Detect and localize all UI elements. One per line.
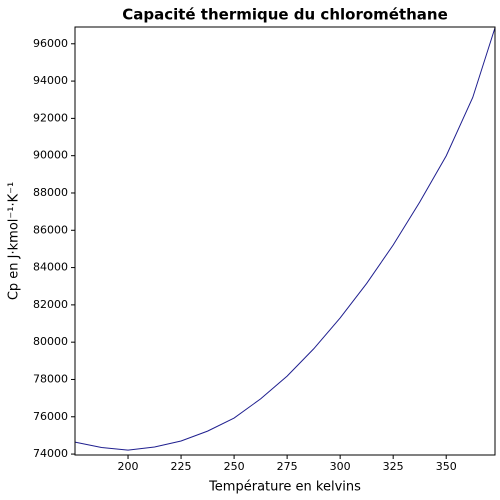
- y-tick-label: 94000: [33, 74, 68, 87]
- y-tick-label: 96000: [33, 37, 68, 50]
- data-line: [74, 27, 496, 451]
- y-tick-label: 84000: [33, 261, 68, 274]
- y-tick-label: 76000: [33, 410, 68, 423]
- y-tick-label: 90000: [33, 149, 68, 162]
- x-tick-label: 300: [330, 460, 351, 473]
- x-tick-label: 250: [224, 460, 245, 473]
- chart-title: Capacité thermique du chlorométhane: [122, 6, 448, 24]
- y-tick-label: 80000: [33, 335, 68, 348]
- x-tick-label: 350: [436, 460, 457, 473]
- x-tick-label: 200: [118, 460, 139, 473]
- y-tick-label: 88000: [33, 186, 68, 199]
- x-axis-label: Température en kelvins: [208, 480, 361, 495]
- y-tick-label: 82000: [33, 298, 68, 311]
- y-axis-label: Cp en J·kmol⁻¹·K⁻¹: [7, 182, 22, 300]
- x-tick-label: 325: [383, 460, 404, 473]
- x-tick-label: 225: [171, 460, 192, 473]
- x-tick-label: 275: [277, 460, 298, 473]
- plot-frame: [74, 26, 496, 456]
- y-tick-label: 86000: [33, 223, 68, 236]
- y-tick-label: 92000: [33, 111, 68, 124]
- y-tick-label: 78000: [33, 372, 68, 385]
- y-tick-label: 74000: [33, 447, 68, 460]
